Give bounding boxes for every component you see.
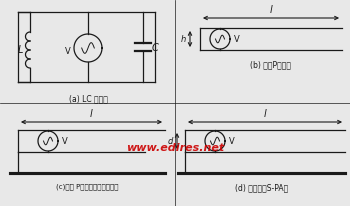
Text: www.edires.net: www.edires.net <box>126 143 224 153</box>
Text: h: h <box>181 34 186 43</box>
Text: V: V <box>65 47 71 55</box>
Text: (d) 折叠短片S-PA线: (d) 折叠短片S-PA线 <box>235 183 289 192</box>
Text: V: V <box>229 137 235 145</box>
Text: (a) LC 振荡器: (a) LC 振荡器 <box>69 94 107 103</box>
Text: $l$: $l$ <box>262 107 267 119</box>
Text: (b) 转化P型天线: (b) 转化P型天线 <box>250 60 290 69</box>
Text: V: V <box>234 34 240 43</box>
Text: V: V <box>62 137 68 145</box>
Text: d: d <box>168 137 173 145</box>
Text: (c)转化 P型天线和接地面折叠: (c)转化 P型天线和接地面折叠 <box>56 183 118 190</box>
Text: $l$: $l$ <box>89 107 94 119</box>
Text: $l$: $l$ <box>269 3 273 15</box>
Text: C: C <box>152 43 158 53</box>
Text: L: L <box>17 45 23 55</box>
